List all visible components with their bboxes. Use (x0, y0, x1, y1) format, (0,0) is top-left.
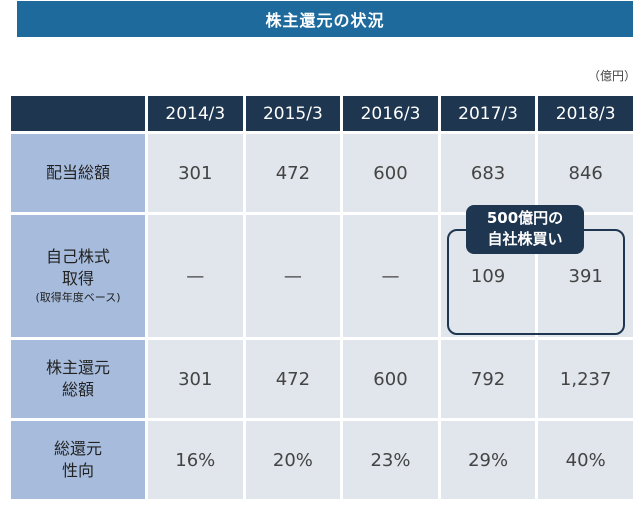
table-row-dividends: 配当総額 301 472 600 683 846 (11, 134, 633, 212)
table-cell: 600 (343, 340, 438, 418)
header-year: 2018/3 (538, 96, 633, 131)
table-row-total-return: 株主還元 総額 301 472 600 792 1,237 (11, 340, 633, 418)
table-cell: 600 (343, 134, 438, 212)
table-row-payout-ratio: 総還元 性向 16% 20% 23% 29% 40% (11, 421, 633, 499)
shareholder-return-table: 2014/3 2015/3 2016/3 2017/3 2018/3 配当総額 … (8, 93, 636, 502)
table-cell: — (148, 215, 243, 337)
table-cell: — (343, 215, 438, 337)
table-cell: 1,237 (538, 340, 633, 418)
row-sublabel: (取得年度ベース) (35, 291, 121, 305)
header-year: 2016/3 (343, 96, 438, 131)
header-year: 2015/3 (245, 96, 341, 131)
table-cell: 23% (343, 421, 438, 499)
row-label: 自己株式 取得 (取得年度ベース) (11, 215, 145, 337)
table-cell: 16% (148, 421, 243, 499)
table-cell: 40% (538, 421, 633, 499)
header-corner (11, 96, 145, 131)
table-cell: — (245, 215, 341, 337)
table-cell: 29% (440, 421, 536, 499)
header-year: 2017/3 (440, 96, 536, 131)
table-cell: 301 (148, 340, 243, 418)
table-cell: 20% (245, 421, 341, 499)
buyback-callout-badge: 500億円の 自社株買い (466, 205, 584, 254)
table-cell: 301 (148, 134, 243, 212)
header-row: 2014/3 2015/3 2016/3 2017/3 2018/3 (11, 96, 633, 131)
row-label: 総還元 性向 (11, 421, 145, 499)
row-label: 配当総額 (11, 134, 145, 212)
page-title: 株主還元の状況 (17, 1, 633, 37)
table-cell: 683 (440, 134, 536, 212)
row-label: 株主還元 総額 (11, 340, 145, 418)
table-row-buyback: 自己株式 取得 (取得年度ベース) — — — 109 391 (11, 215, 633, 337)
unit-label: （億円） (587, 69, 636, 83)
table-cell: 792 (440, 340, 536, 418)
table-cell: 846 (538, 134, 633, 212)
table-cell: 472 (245, 340, 341, 418)
header-year: 2014/3 (148, 96, 243, 131)
table-cell: 472 (245, 134, 341, 212)
